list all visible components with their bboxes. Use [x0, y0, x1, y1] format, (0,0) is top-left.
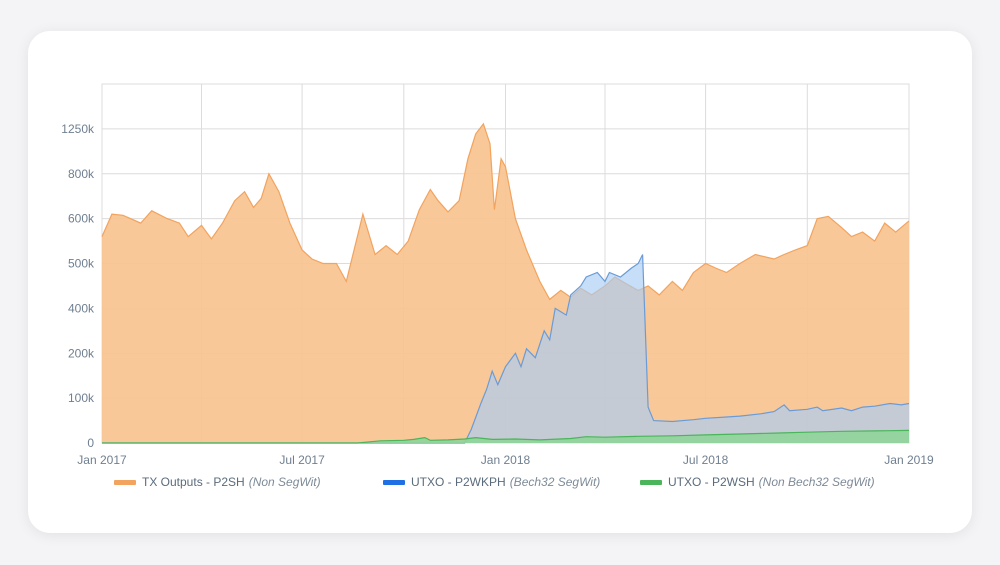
legend-label-p2sh: TX Outputs - P2SH — [142, 475, 245, 489]
legend-label-p2wkph: UTXO - P2WKPH — [411, 475, 506, 489]
area-p2wkph — [102, 254, 909, 443]
legend-swatch-p2wsh — [640, 479, 662, 485]
legend-swatch-p2wkph — [383, 479, 405, 485]
legend-item-p2wsh[interactable]: UTXO - P2WSH (Non Bech32 SegWit) — [640, 475, 875, 489]
area-p2sh — [102, 123, 909, 444]
y-tick-label: 400k — [68, 301, 95, 315]
y-tick-label: 200k — [68, 346, 95, 360]
x-tick-label: Jan 2017 — [77, 453, 127, 467]
y-tick-label: 0 — [87, 436, 94, 450]
x-tick-label: Jul 2018 — [683, 453, 729, 467]
legend-note-p2wsh: (Non Bech32 SegWit) — [758, 475, 875, 489]
legend: TX Outputs - P2SH (Non SegWit) UTXO - P2… — [0, 475, 1000, 499]
y-tick-label: 100k — [68, 391, 95, 405]
y-tick-label: 800k — [68, 167, 95, 181]
y-tick-label: 1250k — [61, 122, 95, 136]
y-tick-label: 500k — [68, 257, 95, 271]
x-tick-label: Jan 2019 — [884, 453, 934, 467]
line-p2wsh — [102, 429, 910, 444]
axis-layer: 0 100k 200k 400k 500k 600k 800k 1250k Jan 2017 Ju… — [61, 122, 934, 467]
legend-label-p2wsh: UTXO - P2WSH — [668, 475, 755, 489]
area-p2wsh — [102, 430, 909, 443]
area-layer — [101, 122, 910, 444]
y-tick-label: 600k — [68, 212, 95, 226]
legend-swatch-p2sh — [114, 479, 136, 485]
legend-note-p2sh: (Non SegWit) — [248, 475, 321, 489]
line-p2wkph — [102, 254, 910, 444]
legend-item-p2sh[interactable]: TX Outputs - P2SH (Non SegWit) — [114, 475, 321, 489]
x-tick-label: Jan 2018 — [481, 453, 531, 467]
line-p2sh — [101, 122, 910, 301]
x-tick-label: Jul 2017 — [279, 453, 325, 467]
legend-note-p2wkph: (Bech32 SegWit) — [509, 475, 601, 489]
legend-item-p2wkph[interactable]: UTXO - P2WKPH (Bech32 SegWit) — [383, 475, 600, 489]
